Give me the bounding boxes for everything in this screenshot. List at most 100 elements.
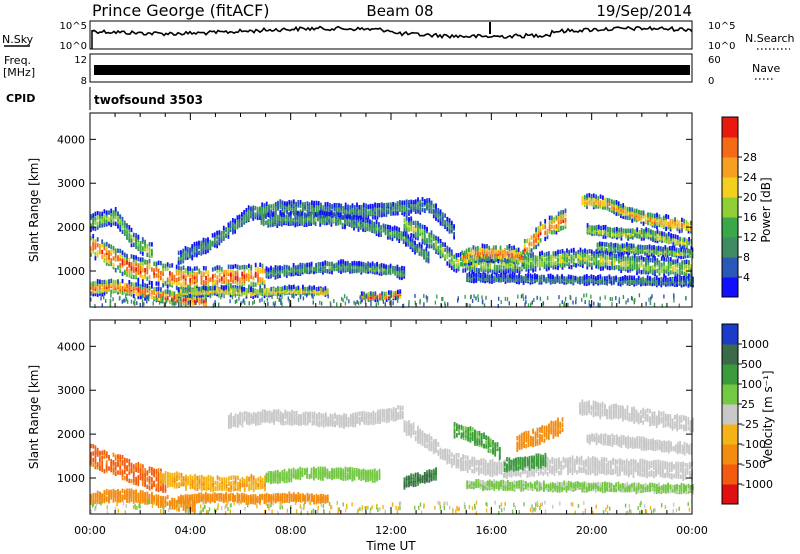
cell xyxy=(135,273,137,278)
cell xyxy=(658,265,661,270)
cell xyxy=(267,267,270,272)
cell xyxy=(148,251,151,256)
nsky-tick-low: 10^0 xyxy=(60,41,87,52)
cell xyxy=(180,285,183,290)
cell xyxy=(477,272,480,278)
cell xyxy=(545,264,548,269)
cell xyxy=(193,298,196,303)
cell xyxy=(493,260,496,266)
cell xyxy=(153,287,155,292)
cell xyxy=(524,275,527,280)
cell xyxy=(626,211,629,216)
cell xyxy=(267,271,270,277)
cell xyxy=(609,231,611,236)
cell xyxy=(649,213,652,218)
cell xyxy=(508,252,511,257)
cell xyxy=(234,284,237,290)
cell xyxy=(182,274,185,279)
cell xyxy=(279,204,282,210)
cell xyxy=(588,196,591,201)
cell xyxy=(396,273,399,278)
cell xyxy=(137,281,140,287)
cell xyxy=(597,224,600,230)
cell xyxy=(658,235,661,241)
cell xyxy=(491,273,493,278)
cell xyxy=(245,265,248,270)
cell xyxy=(216,265,219,270)
cell xyxy=(514,254,516,259)
cell xyxy=(632,243,635,249)
cell xyxy=(92,222,95,227)
cell xyxy=(326,220,328,226)
cell xyxy=(254,289,257,294)
cell xyxy=(178,269,180,274)
cell xyxy=(679,236,681,242)
cell xyxy=(686,238,688,244)
cell xyxy=(397,289,399,295)
cell xyxy=(92,249,95,254)
cell xyxy=(671,222,674,227)
cell xyxy=(287,215,290,220)
cell xyxy=(539,260,541,265)
cell xyxy=(462,261,464,266)
cell xyxy=(169,299,171,305)
cell xyxy=(288,284,291,289)
cell xyxy=(544,219,547,224)
cell xyxy=(121,258,124,263)
cell xyxy=(586,260,589,265)
cell xyxy=(232,274,234,279)
cell xyxy=(209,239,212,245)
cell xyxy=(261,280,264,285)
cell xyxy=(139,244,142,249)
cell xyxy=(403,227,406,233)
cell xyxy=(609,251,611,257)
cell xyxy=(579,247,582,252)
cell xyxy=(620,261,623,266)
cell xyxy=(685,262,688,267)
cell xyxy=(368,219,371,224)
cell xyxy=(289,210,292,216)
cell xyxy=(435,208,437,214)
cell xyxy=(637,275,640,281)
cell xyxy=(647,260,650,266)
cell xyxy=(155,267,158,272)
cell xyxy=(187,284,189,290)
cell xyxy=(678,277,681,282)
cell xyxy=(259,215,261,220)
cell xyxy=(114,268,117,273)
cell xyxy=(551,219,553,225)
cell xyxy=(315,206,318,211)
cell xyxy=(602,228,605,234)
cell xyxy=(364,262,367,268)
cell xyxy=(191,274,194,279)
cell xyxy=(619,244,622,249)
cell xyxy=(144,287,146,293)
cell xyxy=(585,279,588,285)
cell xyxy=(180,299,183,304)
cell xyxy=(623,243,626,249)
cell xyxy=(410,233,413,238)
cell xyxy=(393,225,396,230)
cell xyxy=(257,277,259,283)
cell xyxy=(263,288,266,293)
cell xyxy=(355,218,358,224)
cell xyxy=(180,255,182,260)
cell xyxy=(374,215,376,220)
cell xyxy=(157,270,160,276)
cell xyxy=(617,201,620,206)
cell xyxy=(103,218,106,223)
cell xyxy=(372,291,374,297)
cell xyxy=(551,224,553,230)
cell xyxy=(292,284,295,289)
cell xyxy=(144,268,146,273)
cell xyxy=(432,245,435,250)
cell xyxy=(357,224,360,230)
cell xyxy=(558,279,561,284)
cell xyxy=(539,238,542,243)
cell xyxy=(117,265,119,270)
cell xyxy=(638,269,641,274)
cell xyxy=(328,218,331,223)
cell xyxy=(430,238,433,243)
cell xyxy=(622,203,625,208)
cell xyxy=(289,217,292,223)
